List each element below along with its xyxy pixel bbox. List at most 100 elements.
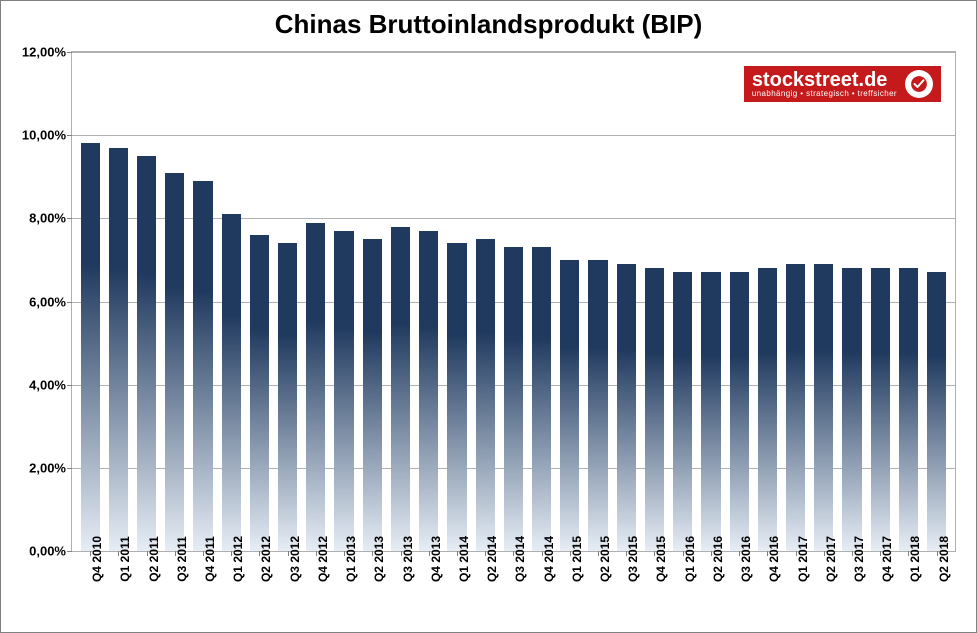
bar — [560, 260, 579, 551]
bar — [899, 268, 918, 551]
x-axis-tick-label: Q2 2014 — [485, 536, 499, 582]
bar — [391, 227, 410, 551]
x-axis-tick-label: Q3 2016 — [739, 536, 753, 582]
bar — [786, 264, 805, 551]
bar-slot: Q1 2011 — [104, 52, 132, 551]
bar-slot: Q1 2016 — [669, 52, 697, 551]
y-axis-tick-label: 6,00% — [29, 294, 66, 309]
bar-slot: Q1 2012 — [217, 52, 245, 551]
x-axis-tick-label: Q2 2013 — [372, 536, 386, 582]
x-axis-tick-label: Q2 2018 — [937, 536, 951, 582]
bar — [278, 243, 297, 551]
x-axis-tick-label: Q1 2012 — [231, 536, 245, 582]
bar — [250, 235, 269, 551]
bar — [334, 231, 353, 551]
bar-slot: Q1 2013 — [330, 52, 358, 551]
checkmark-icon — [905, 70, 933, 98]
brand-logo-text: stockstreet.de unabhängig • strategisch … — [752, 70, 897, 98]
y-axis-tick-mark — [67, 385, 72, 386]
bar — [222, 214, 241, 551]
y-axis-tick-mark — [67, 302, 72, 303]
x-axis-tick-label: Q2 2017 — [824, 536, 838, 582]
bar-slot: Q2 2014 — [471, 52, 499, 551]
bar — [363, 239, 382, 551]
x-axis-tick-label: Q1 2017 — [796, 536, 810, 582]
bar — [588, 260, 607, 551]
x-axis-tick-label: Q4 2013 — [429, 536, 443, 582]
bar-slot: Q1 2018 — [894, 52, 922, 551]
bar-slot: Q3 2013 — [386, 52, 414, 551]
bar — [419, 231, 438, 551]
y-axis-tick-label: 4,00% — [29, 377, 66, 392]
bar — [673, 272, 692, 551]
bar — [532, 247, 551, 551]
bar-slot: Q4 2011 — [189, 52, 217, 551]
x-axis-tick-label: Q2 2015 — [598, 536, 612, 582]
x-axis-tick-label: Q1 2018 — [908, 536, 922, 582]
bar-slot: Q2 2018 — [923, 52, 951, 551]
bar-slot: Q1 2015 — [556, 52, 584, 551]
chart-container: Chinas Bruttoinlandsprodukt (BIP) Q4 201… — [0, 0, 977, 633]
bar — [645, 268, 664, 551]
x-axis-tick-label: Q3 2015 — [626, 536, 640, 582]
x-axis-tick-label: Q4 2016 — [767, 536, 781, 582]
bar — [617, 264, 636, 551]
chart-title: Chinas Bruttoinlandsprodukt (BIP) — [1, 1, 976, 44]
y-axis-tick-label: 2,00% — [29, 460, 66, 475]
x-axis-tick-label: Q2 2016 — [711, 536, 725, 582]
bar — [476, 239, 495, 551]
y-axis-tick-label: 10,00% — [22, 128, 66, 143]
bar-slot: Q4 2015 — [640, 52, 668, 551]
bar-slot: Q3 2012 — [274, 52, 302, 551]
x-axis-tick-label: Q3 2014 — [513, 536, 527, 582]
bar — [109, 148, 128, 551]
y-axis-tick-mark — [67, 135, 72, 136]
brand-logo-sub: unabhängig • strategisch • treffsicher — [752, 90, 897, 98]
bar — [814, 264, 833, 551]
bars-row: Q4 2010Q1 2011Q2 2011Q3 2011Q4 2011Q1 20… — [72, 52, 955, 551]
bar-slot: Q2 2015 — [584, 52, 612, 551]
bar-slot: Q4 2010 — [76, 52, 104, 551]
x-axis-tick-label: Q4 2010 — [90, 536, 104, 582]
x-axis-tick-label: Q3 2017 — [852, 536, 866, 582]
y-axis-tick-mark — [67, 551, 72, 552]
bar-slot: Q3 2014 — [499, 52, 527, 551]
x-axis-tick-label: Q1 2016 — [683, 536, 697, 582]
x-axis-tick-label: Q4 2012 — [316, 536, 330, 582]
bar-slot: Q2 2017 — [810, 52, 838, 551]
bar — [730, 272, 749, 551]
x-axis-tick-label: Q4 2011 — [203, 536, 217, 581]
bar-slot: Q3 2011 — [161, 52, 189, 551]
x-axis-tick-label: Q3 2011 — [175, 536, 189, 581]
x-axis-tick-label: Q2 2011 — [147, 536, 161, 581]
x-axis-tick-label: Q1 2013 — [344, 536, 358, 582]
x-axis-tick-label: Q2 2012 — [259, 536, 273, 582]
brand-logo: stockstreet.de unabhängig • strategisch … — [744, 66, 941, 102]
x-axis-tick-label: Q3 2012 — [288, 536, 302, 582]
bar — [701, 272, 720, 551]
bar-slot: Q3 2016 — [725, 52, 753, 551]
bar-slot: Q4 2013 — [415, 52, 443, 551]
brand-logo-main: stockstreet.de — [752, 70, 888, 90]
y-axis-tick-mark — [67, 218, 72, 219]
bar — [165, 173, 184, 551]
bar-slot: Q2 2016 — [697, 52, 725, 551]
bar — [306, 223, 325, 552]
bar-slot: Q1 2014 — [443, 52, 471, 551]
y-axis-tick-label: 8,00% — [29, 211, 66, 226]
y-axis-tick-label: 0,00% — [29, 544, 66, 559]
y-axis-tick-label: 12,00% — [22, 45, 66, 60]
x-axis-tick-label: Q4 2017 — [880, 536, 894, 582]
bar-slot: Q4 2012 — [302, 52, 330, 551]
bar — [842, 268, 861, 551]
bar — [81, 143, 100, 551]
x-axis-tick-label: Q1 2015 — [570, 536, 584, 582]
bar-slot: Q2 2011 — [132, 52, 160, 551]
bar — [927, 272, 946, 551]
x-axis-tick-label: Q4 2015 — [654, 536, 668, 582]
x-axis-tick-label: Q4 2014 — [542, 536, 556, 582]
bar-slot: Q2 2012 — [245, 52, 273, 551]
x-axis-tick-label: Q1 2014 — [457, 536, 471, 582]
x-axis-tick-label: Q3 2013 — [401, 536, 415, 582]
bar — [447, 243, 466, 551]
